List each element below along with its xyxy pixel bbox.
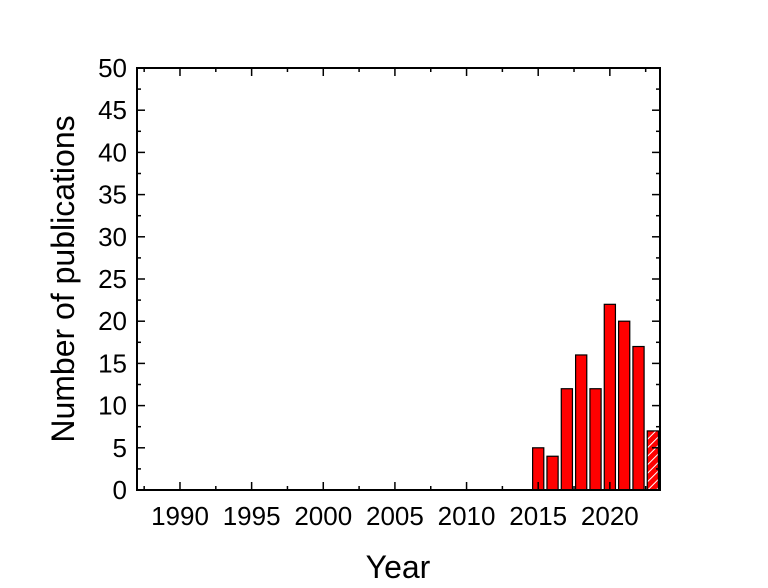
y-axis-title: Number of publications <box>45 115 81 442</box>
y-tick-label: 20 <box>98 306 127 336</box>
bar-2016 <box>546 455 559 491</box>
x-tick-label: 1995 <box>223 501 281 531</box>
y-tick-label: 50 <box>98 53 127 83</box>
x-tick-label: 2020 <box>581 501 639 531</box>
ticks-group: 0 5 10 15 20 25 30 35 40 45 50 1990 1995 2000 2005 2010… <box>98 53 660 531</box>
y-tick-label: 35 <box>98 180 127 210</box>
y-tick-label: 25 <box>98 264 127 294</box>
y-tick-label: 5 <box>113 433 127 463</box>
x-tick-label: 2015 <box>509 501 567 531</box>
y-tick-label: 15 <box>98 348 127 378</box>
bar-2020 <box>603 303 617 491</box>
bar-2023 <box>646 430 660 491</box>
y-tick-label: 10 <box>98 391 127 421</box>
bar-2021 <box>617 320 631 491</box>
x-tick-label: 2000 <box>294 501 352 531</box>
x-tick-label: 1990 <box>151 501 209 531</box>
y-tick-label: 40 <box>98 137 127 167</box>
bar-2022 <box>632 345 645 491</box>
y-tick-label: 45 <box>98 95 127 125</box>
x-tick-label: 2005 <box>366 501 424 531</box>
plot-frame <box>136 67 661 491</box>
y-tick-label: 0 <box>113 475 127 505</box>
y-tick-label: 30 <box>98 222 127 252</box>
x-tick-label: 2010 <box>438 501 496 531</box>
x-axis-title: Year <box>366 549 431 585</box>
bar-2019 <box>589 388 602 491</box>
bar-2017 <box>560 388 574 491</box>
bar-2018 <box>574 354 588 491</box>
bars-group <box>532 303 660 491</box>
